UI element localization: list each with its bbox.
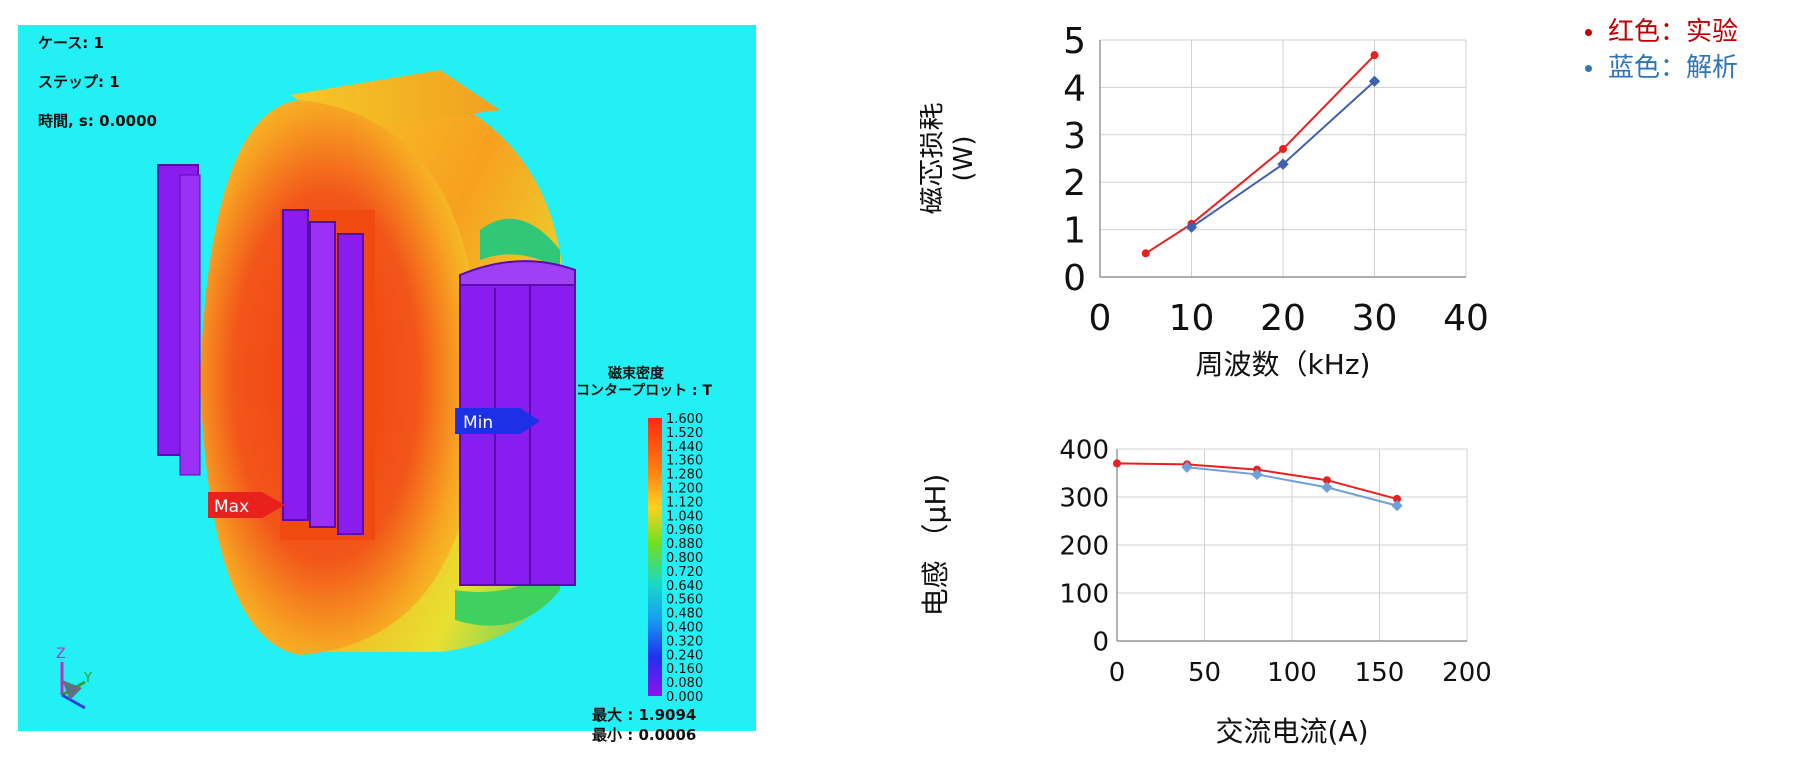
time-label: 時間, s: 0.0000: [38, 112, 157, 130]
colorbar-tick: 0.080: [666, 676, 703, 691]
colorbar-tick: 0.720: [666, 565, 703, 580]
min-marker-label: Min: [463, 413, 493, 433]
y-tick-label: 2: [1063, 163, 1086, 204]
data-point: [1141, 249, 1150, 258]
left-winding-side: [179, 174, 201, 476]
x-tick-label: 150: [1355, 658, 1405, 688]
data-point: [1181, 461, 1193, 473]
legend-label-analysis: 蓝色：解析: [1608, 53, 1739, 83]
y-axis-label: 电感 （μH): [920, 474, 952, 617]
data-point: [1279, 145, 1287, 154]
axis-y-label: Y: [83, 671, 92, 686]
case-label: ケース: 1: [38, 34, 104, 52]
y-tick-label: 300: [1059, 483, 1109, 513]
y-tick-label: 200: [1059, 531, 1109, 561]
core-loss-chart: 0 10 20 30 40 0 1 2 3 4 5 周波数（kHz) 磁芯损耗 (W): [920, 21, 1489, 381]
x-tick-label: 30: [1352, 298, 1398, 339]
colorbar-tick: 0.400: [666, 621, 703, 636]
legend-item-analysis: 蓝色：解析: [1585, 50, 1785, 86]
colorbar-tick: 0.240: [666, 648, 703, 663]
stat-max: 最大 : 1.9094: [592, 706, 696, 724]
x-tick-label: 100: [1267, 658, 1317, 688]
core-green-edge-bottom: [455, 560, 560, 626]
y-tick-label: 100: [1059, 579, 1109, 609]
step-label: ステップ: 1: [38, 73, 120, 91]
legend-dot-red: [1585, 28, 1592, 36]
y-tick-label: 400: [1059, 435, 1109, 465]
colorbar: [648, 418, 662, 696]
colorbar-tick: 0.880: [666, 537, 703, 552]
colorbar-tick: 0.320: [666, 634, 703, 649]
legend-label-experiment: 红色：实验: [1608, 17, 1739, 47]
x-tick-label: 40: [1443, 298, 1489, 339]
y-tick-label: 0: [1063, 258, 1086, 299]
colorbar-title: 磁束密度: [608, 365, 665, 382]
series-line-0: [1145, 54, 1376, 255]
x-tick-label: 50: [1188, 658, 1221, 688]
stat-min: 最小 : 0.0006: [592, 726, 696, 744]
x-tick-label: 200: [1442, 658, 1492, 688]
legend-dot-blue: [1585, 64, 1592, 72]
series-line-1: [1186, 466, 1398, 507]
center-winding-1: [282, 209, 309, 521]
colorbar-tick: 0.640: [666, 579, 703, 594]
y-tick-label: 5: [1063, 21, 1086, 62]
legend: 红色：实验 蓝色：解析: [1585, 14, 1785, 86]
inductance-chart: 0 50 100 150 200 0 100 200 300 400 交流电流(A) 电感 （μH): [920, 435, 1492, 748]
colorbar-tick: 0.000: [666, 690, 703, 705]
colorbar-tick: 0.800: [666, 551, 703, 566]
x-tick-label: 0: [1109, 658, 1126, 688]
data-point: [1185, 221, 1198, 233]
data-point: [1113, 459, 1121, 468]
y-axis-unit-label: (W): [949, 136, 979, 182]
data-point: [1323, 476, 1331, 485]
colorbar-subtitle: コンタープロット : T: [576, 383, 713, 399]
center-winding-2: [309, 221, 336, 528]
data-point: [1251, 468, 1263, 481]
x-tick-label: 10: [1169, 298, 1215, 339]
data-point: [1277, 158, 1289, 170]
data-point: [1368, 75, 1381, 87]
colorbar-tick: 1.200: [666, 482, 703, 497]
data-point: [1393, 494, 1401, 503]
colorbar-tick: 1.440: [666, 440, 703, 455]
center-winding-3: [337, 233, 364, 535]
min-marker: Min: [455, 408, 540, 434]
x-axis-label: 周波数（kHz): [1196, 348, 1371, 381]
colorbar-tick: 0.960: [666, 523, 703, 538]
legend-item-experiment: 红色：实验: [1585, 14, 1785, 50]
y-axis-label: 磁芯损耗: [920, 102, 947, 214]
colorbar-tick: 1.600: [666, 412, 703, 427]
right-winding: [459, 284, 576, 586]
max-marker: Max: [208, 492, 285, 518]
colorbar-tick: 0.560: [666, 593, 703, 608]
colorbar-tick: 1.120: [666, 495, 703, 510]
max-marker-label: Max: [214, 497, 249, 517]
y-tick-label: 4: [1063, 68, 1086, 109]
data-point: [1391, 499, 1403, 512]
x-axis-label: 交流电流(A): [1215, 715, 1368, 748]
y-tick-label: 1: [1063, 211, 1086, 252]
colorbar-ticks: 1.6001.5201.4401.3601.2801.2001.1201.040…: [666, 412, 703, 705]
y-tick-label: 3: [1063, 116, 1086, 157]
colorbar-tick: 1.280: [666, 468, 703, 483]
colorbar-tick: 0.160: [666, 662, 703, 677]
colorbar-tick: 1.360: [666, 454, 703, 469]
colorbar-tick: 1.040: [666, 509, 703, 524]
data-point: [1370, 51, 1379, 60]
colorbar-tick: 1.520: [666, 426, 703, 441]
y-tick-label: 0: [1092, 627, 1109, 657]
axis-triad: Z Y: [56, 646, 92, 710]
flux-density-simulation: Max Min ケース: 1 ステップ: 1 時間, s: 0.0000 磁束密…: [18, 25, 756, 744]
data-point: [1321, 481, 1333, 494]
x-tick-label: 0: [1089, 298, 1112, 339]
x-tick-label: 20: [1260, 298, 1306, 339]
axis-z-label: Z: [56, 646, 66, 662]
colorbar-tick: 0.480: [666, 607, 703, 622]
core-green-edge: [480, 218, 560, 270]
